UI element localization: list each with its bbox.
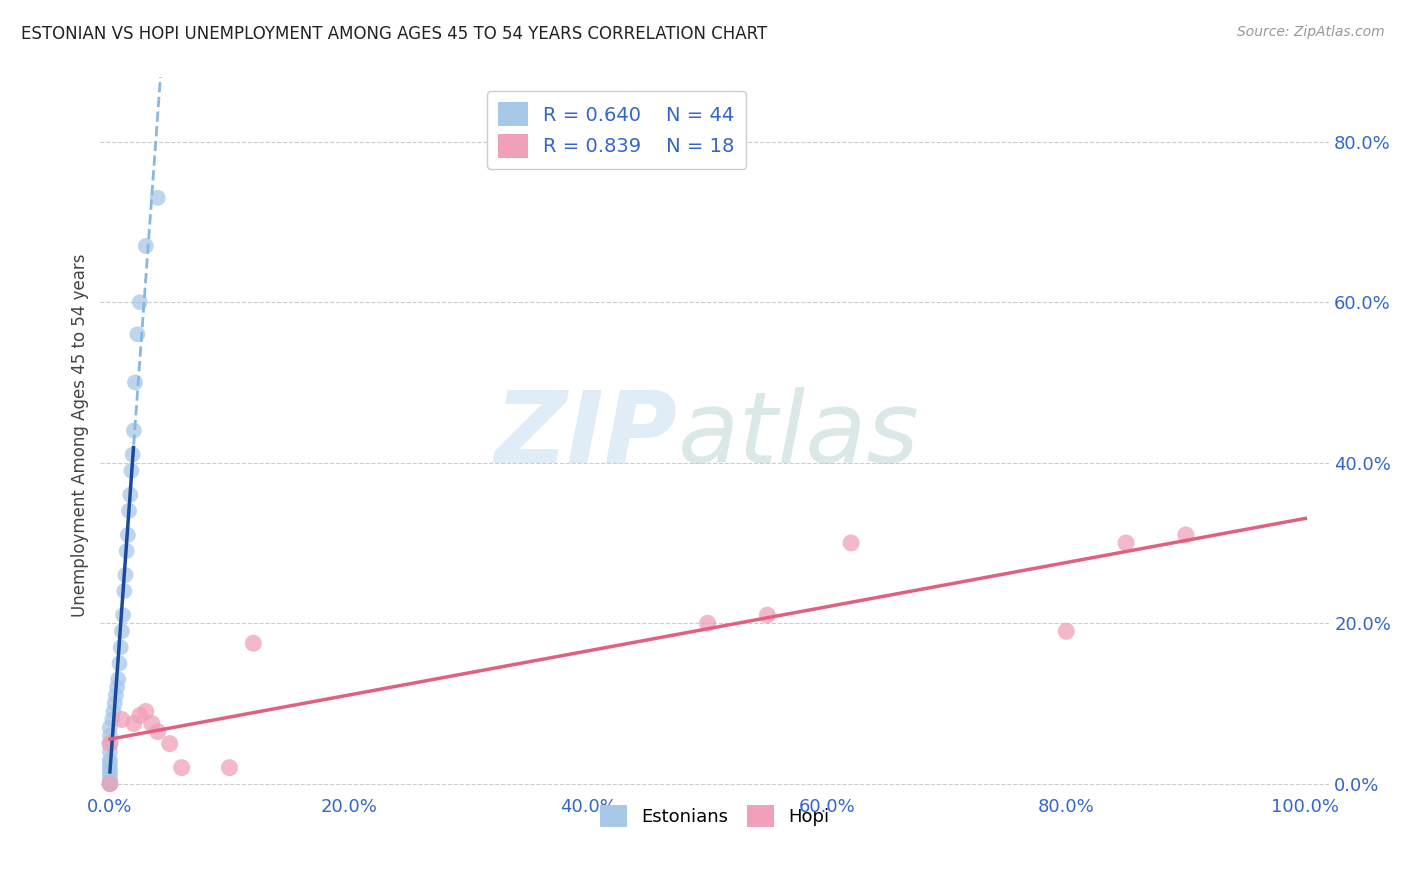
Point: [756, 608, 779, 623]
Point: [108, 657, 131, 671]
Text: ZIP: ZIP: [495, 387, 678, 483]
Point: [98, 777, 121, 791]
Point: [218, 761, 240, 775]
Point: [110, 640, 132, 655]
Legend: Estonians, Hopi: Estonians, Hopi: [593, 798, 837, 834]
Point: [127, 327, 149, 342]
Point: [98, 777, 121, 791]
Point: [98, 745, 121, 759]
Point: [170, 761, 193, 775]
Point: [101, 713, 124, 727]
Point: [124, 376, 146, 390]
Point: [135, 705, 157, 719]
Point: [98, 777, 121, 791]
Point: [98, 772, 121, 787]
Point: [98, 721, 121, 735]
Point: [146, 724, 169, 739]
Point: [1115, 536, 1137, 550]
Point: [98, 737, 121, 751]
Point: [98, 777, 121, 791]
Point: [98, 777, 121, 791]
Point: [104, 697, 127, 711]
Point: [98, 761, 121, 775]
Text: atlas: atlas: [678, 387, 920, 483]
Point: [104, 689, 127, 703]
Y-axis label: Unemployment Among Ages 45 to 54 years: Unemployment Among Ages 45 to 54 years: [72, 253, 89, 617]
Point: [117, 528, 139, 542]
Point: [98, 756, 121, 771]
Point: [98, 777, 121, 791]
Point: [98, 777, 121, 791]
Text: ESTONIAN VS HOPI UNEMPLOYMENT AMONG AGES 45 TO 54 YEARS CORRELATION CHART: ESTONIAN VS HOPI UNEMPLOYMENT AMONG AGES…: [21, 25, 768, 43]
Point: [120, 488, 142, 502]
Point: [98, 777, 121, 791]
Point: [135, 239, 157, 253]
Point: [128, 708, 150, 723]
Point: [115, 544, 138, 558]
Point: [141, 716, 163, 731]
Point: [128, 295, 150, 310]
Point: [122, 716, 145, 731]
Point: [98, 769, 121, 783]
Point: [118, 504, 141, 518]
Point: [111, 624, 134, 639]
Point: [112, 584, 135, 599]
Point: [98, 737, 121, 751]
Point: [105, 681, 128, 695]
Point: [696, 616, 718, 631]
Point: [120, 464, 142, 478]
Point: [98, 777, 121, 791]
Point: [159, 737, 181, 751]
Point: [98, 777, 121, 791]
Point: [112, 608, 135, 623]
Point: [839, 536, 862, 550]
Point: [1174, 528, 1197, 542]
Point: [98, 764, 121, 779]
Point: [103, 705, 125, 719]
Point: [122, 424, 145, 438]
Point: [98, 777, 121, 791]
Text: Source: ZipAtlas.com: Source: ZipAtlas.com: [1237, 25, 1385, 39]
Point: [107, 673, 129, 687]
Point: [98, 729, 121, 743]
Point: [1054, 624, 1077, 639]
Point: [114, 568, 136, 582]
Point: [121, 448, 143, 462]
Point: [146, 191, 169, 205]
Point: [242, 636, 264, 650]
Point: [111, 713, 134, 727]
Point: [98, 753, 121, 767]
